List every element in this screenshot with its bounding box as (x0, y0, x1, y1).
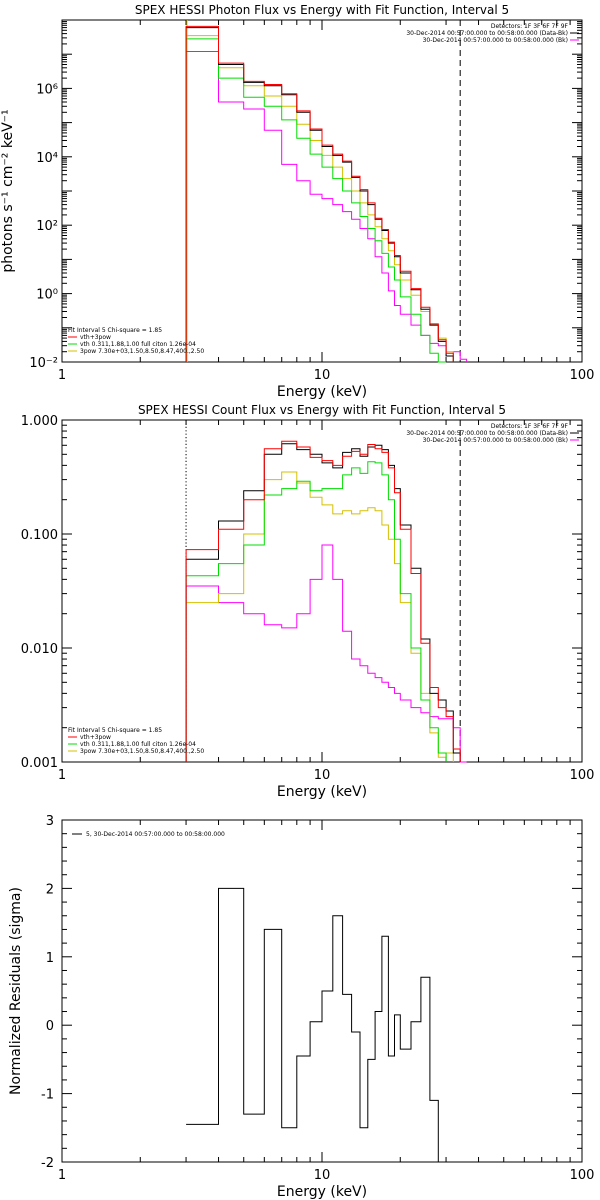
x-axis: 1 10 100 (58, 820, 595, 1183)
y-tick-label: 0.001 (21, 756, 58, 771)
y-tick-label: 1 (46, 951, 54, 966)
y-axis: 10⁻² 10⁰ 10² 10⁴ 10⁶ (29, 19, 582, 371)
legend-entry: Fit Interval 5 Chi-square = 1.85 (68, 727, 162, 734)
series-line-1 (185, 27, 454, 362)
x-axis-label: Energy (keV) (277, 384, 367, 400)
series-line-4 (185, 35, 454, 362)
series-line-5 (185, 544, 467, 763)
series-line-3 (185, 38, 447, 363)
chart-title: SPEX HESSI Count Flux vs Energy with Fit… (138, 403, 506, 417)
y-axis-label: Normalized Residuals (sigma) (8, 887, 24, 1095)
series-line-2 (185, 25, 454, 362)
series-line-1 (186, 887, 439, 1162)
legend-entry: 3pow 7.30e+03,1.50,8.50,8.47,400.,2.50 (80, 748, 204, 755)
legend-entry: 30-Dec-2014 00:57:00.000 to 00:58:00.000… (406, 30, 568, 37)
chart-title: SPEX HESSI Photon Flux vs Energy with Fi… (135, 3, 509, 17)
legend-entry: 5, 30-Dec-2014 00:57:00.000 to 00:58:00.… (86, 831, 225, 838)
x-axis: 1 10 100 (58, 20, 595, 383)
legend-entry: 30-Dec-2014 00:57:00.000 to 00:58:00.000… (423, 437, 568, 444)
x-tick-label: 100 (570, 1168, 595, 1183)
x-tick-label: 1 (58, 1168, 66, 1183)
y-axis: 0.001 0.010 0.100 1.000 (21, 414, 582, 771)
chart-panel-2: SPEX HESSI Count Flux vs Energy with Fit… (21, 403, 595, 800)
legend-entry: vth+3pow (80, 334, 111, 341)
chart-panel-1: SPEX HESSI Photon Flux vs Energy with Fi… (0, 3, 594, 400)
y-tick-label: 10⁻² (29, 356, 58, 371)
plot-frame (61, 19, 583, 363)
y-tick-label: 10² (36, 219, 58, 234)
plot-frame (61, 419, 583, 763)
series-line-3 (185, 461, 447, 762)
y-tick-label: 0.100 (21, 528, 58, 543)
legend-entry: Fit Interval 5 Chi-square = 1.85 (68, 327, 162, 334)
x-tick-label: 10 (314, 768, 331, 783)
y-tick-label: 0 (46, 1019, 54, 1034)
y-axis: -2 -1 0 1 2 3 (41, 814, 582, 1171)
x-tick-label: 10 (314, 368, 331, 383)
x-tick-label: 1 (58, 768, 66, 783)
x-tick-label: 100 (570, 768, 595, 783)
x-axis-label: Energy (keV) (277, 1184, 367, 1200)
y-tick-label: 1.000 (21, 414, 58, 429)
x-tick-label: 1 (58, 368, 66, 383)
legend-entry: 3pow 7.30e+03,1.50,8.50,8.47,400.,2.50 (80, 348, 204, 355)
y-tick-label: 2 (46, 882, 54, 897)
series-line-2 (185, 440, 461, 762)
y-axis-label: photons s⁻¹ cm⁻² keV⁻¹ (0, 109, 16, 272)
x-axis-label: Energy (keV) (277, 784, 367, 800)
y-tick-label: 10⁰ (36, 288, 58, 303)
legend-entry: 30-Dec-2014 00:57:00.000 to 00:58:00.000… (423, 37, 568, 44)
series-line-4 (185, 471, 454, 762)
series-line-5 (185, 51, 468, 362)
x-tick-label: 100 (570, 368, 595, 383)
legend-entry: vth+3pow (80, 734, 111, 741)
x-tick-label: 10 (314, 1168, 331, 1183)
legend-entry: Detectors: 1F 3F 6F 7F 9F (491, 23, 569, 30)
x-axis: 1 10 100 (58, 420, 595, 783)
y-tick-label: 10⁶ (36, 82, 58, 97)
legend-entry: vth 0.311,1.88,1.00 full citon 1.26e-04 (80, 341, 196, 348)
legend-entry: vth 0.311,1.88,1.00 full citon 1.26e-04 (80, 741, 196, 748)
legend-entry: Detectors: 1F 3F 6F 7F 9F (491, 423, 569, 430)
y-tick-label: -1 (41, 1088, 54, 1103)
legend-entry: 30-Dec-2014 00:57:00.000 to 00:58:00.000… (406, 430, 568, 437)
y-tick-label: -2 (41, 1156, 54, 1171)
chart-panel-3: 1 10 100 Energy (keV) -2 -1 0 1 2 3 Normalized Res… (8, 814, 594, 1200)
y-tick-label: 10⁴ (36, 151, 58, 166)
y-tick-label: 0.010 (21, 642, 58, 657)
y-tick-label: 3 (46, 814, 54, 829)
